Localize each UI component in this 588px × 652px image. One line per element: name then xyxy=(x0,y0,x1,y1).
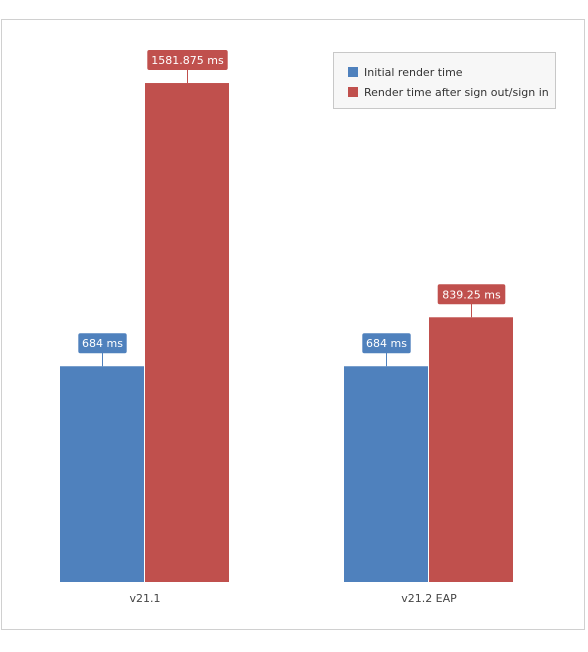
label-box-initial-v21-1 xyxy=(78,333,127,354)
legend-label-after: Render time after sign out/sign in xyxy=(364,85,549,99)
data-label-after-v21-2-eap: 839.25 ms xyxy=(442,288,501,301)
chart-legend: Initial render time Render time after si… xyxy=(333,52,556,109)
bar-initial-v21-2-eap xyxy=(344,366,428,582)
data-label-initial-v21-2-eap: 684 ms xyxy=(366,337,407,350)
bar-after-v21-1 xyxy=(145,83,229,582)
label-box-after-v21-1 xyxy=(147,50,228,71)
bar-initial-v21-1 xyxy=(60,366,144,582)
legend-swatch-after xyxy=(348,87,358,97)
legend-label-initial: Initial render time xyxy=(364,65,463,79)
x-tick-label-v21-2-eap: v21.2 EAP xyxy=(401,592,457,605)
legend-item-after: Render time after sign out/sign in xyxy=(348,82,555,102)
legend-item-initial: Initial render time xyxy=(348,62,555,82)
label-box-after-v21-2-eap xyxy=(437,284,506,305)
data-label-initial-v21-1: 684 ms xyxy=(82,337,123,350)
data-label-after-v21-1: 1581.875 ms xyxy=(151,54,224,67)
x-tick-label-v21-1: v21.1 xyxy=(129,592,160,605)
legend-swatch-initial xyxy=(348,67,358,77)
label-box-initial-v21-2-eap xyxy=(362,333,411,354)
bar-after-v21-2-eap xyxy=(429,317,513,582)
